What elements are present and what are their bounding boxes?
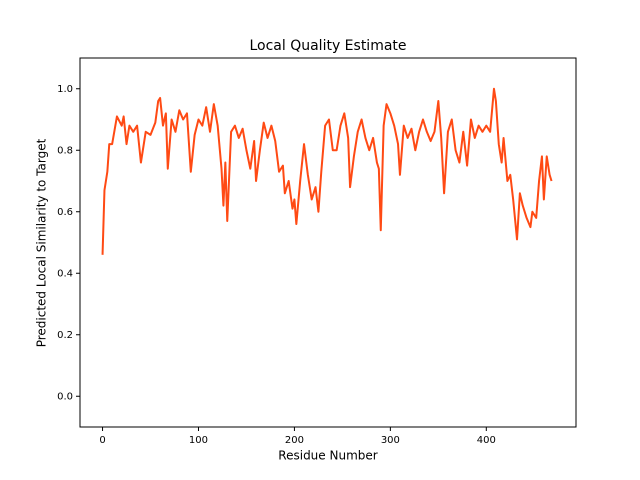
x-tick-label: 200 [285,435,304,446]
chart-title: Local Quality Estimate [249,38,406,54]
x-tick-label: 100 [189,435,208,446]
x-tick-label: 300 [381,435,400,446]
plot-frame [79,57,577,428]
x-axis-label: Residue Number [278,449,377,463]
y-tick-label: 0.2 [57,330,73,341]
x-tick-label: 0 [99,435,105,446]
y-tick-label: 0.0 [57,391,73,402]
y-tick-label: 0.6 [57,207,73,218]
data-line [101,87,553,255]
y-tick-label: 1.0 [57,84,73,95]
y-axis-label: Predicted Local Similarity to Target [35,138,49,347]
x-tick-label: 400 [477,435,496,446]
y-tick-label: 0.4 [57,268,73,279]
y-tick-label: 0.8 [57,145,73,156]
